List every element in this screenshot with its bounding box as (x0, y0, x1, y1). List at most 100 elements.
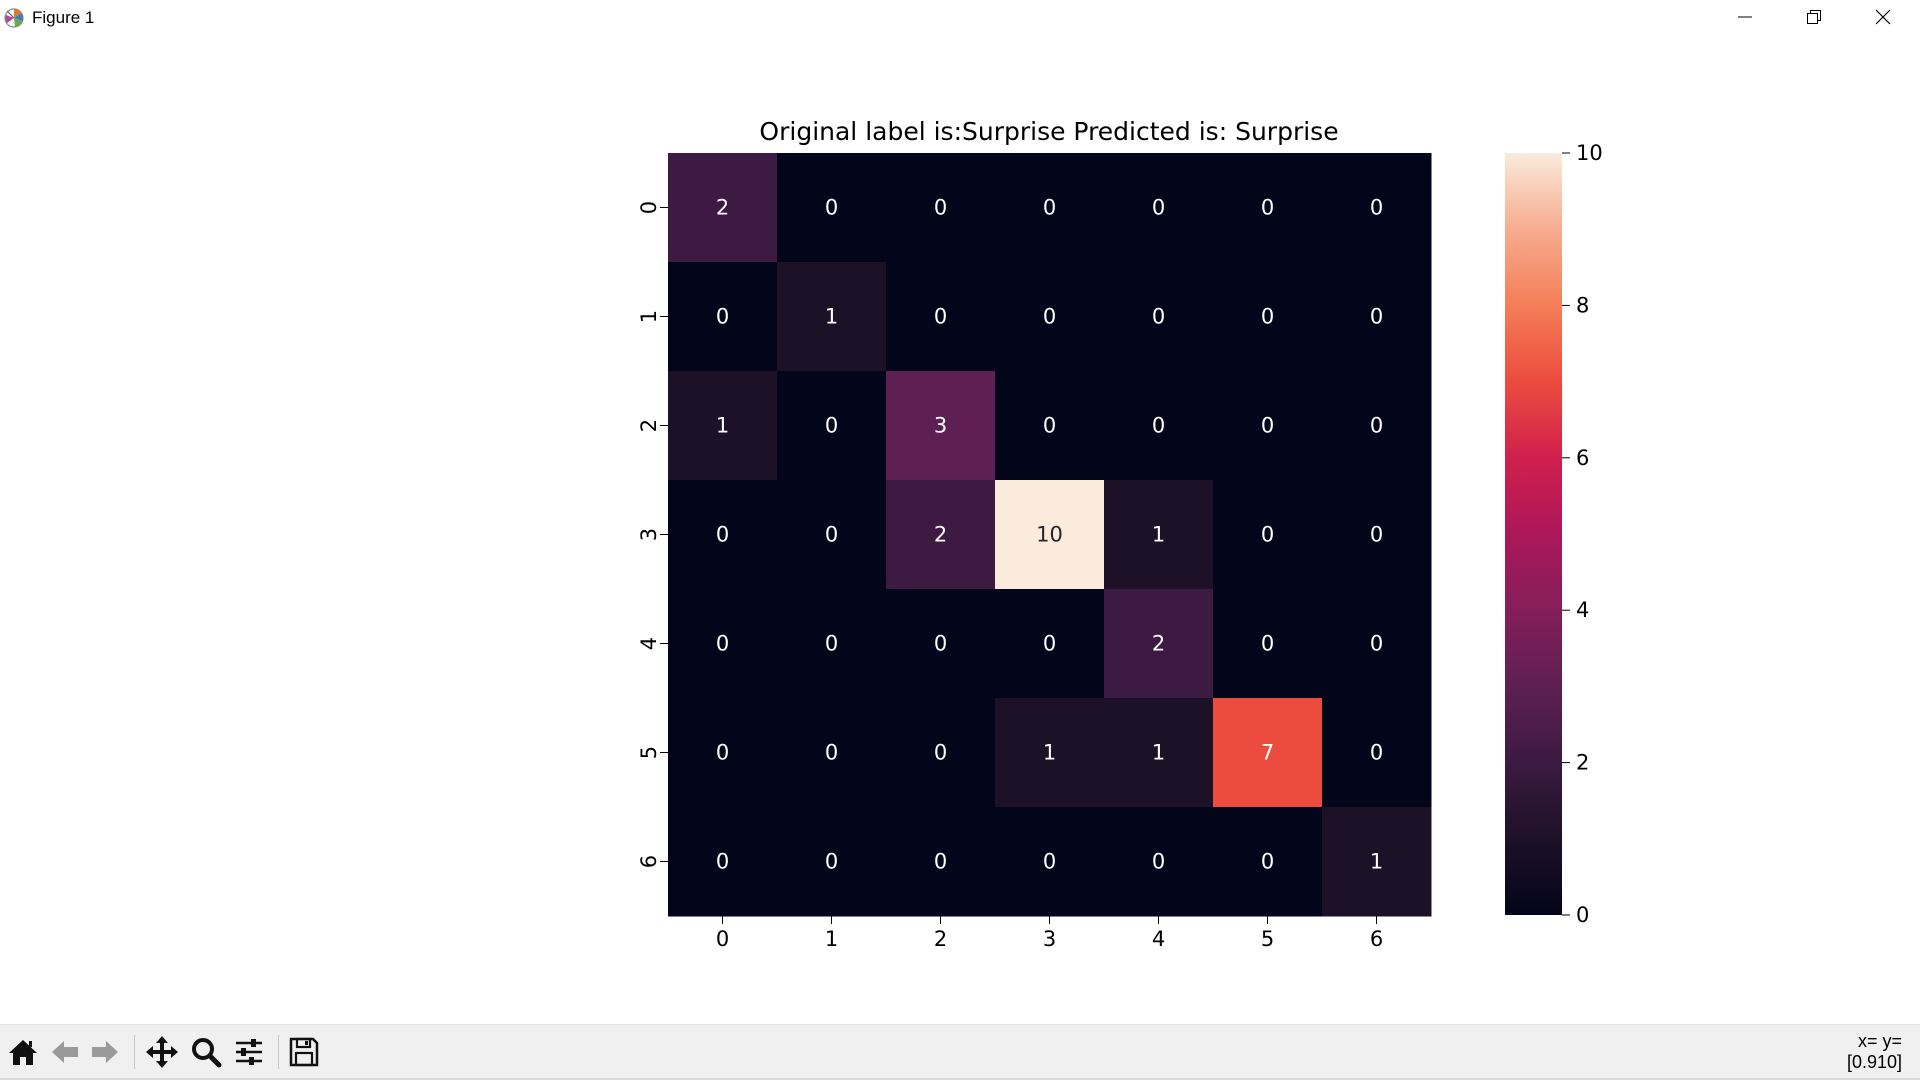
zoom-button[interactable] (187, 1033, 225, 1071)
cell-annotation: 0 (1043, 850, 1056, 874)
colorbar-tick-label: 0 (1576, 903, 1589, 927)
heatmap-cell (886, 480, 996, 590)
heatmap-cell (886, 371, 996, 481)
heatmap-cell (777, 371, 887, 481)
cell-annotation: 10 (1036, 523, 1063, 547)
heatmap-cell (1322, 589, 1432, 699)
cell-annotation: 0 (825, 196, 838, 220)
forward-arrow-icon (92, 1041, 118, 1063)
cell-annotation: 0 (1043, 196, 1056, 220)
y-tick-label: 6 (637, 855, 661, 868)
heatmap-cell (1322, 480, 1432, 590)
cell-annotation: 0 (1261, 414, 1274, 438)
heatmap-cell (668, 480, 778, 590)
cell-annotation: 0 (1370, 305, 1383, 329)
heatmap-cell (777, 262, 887, 372)
forward-button[interactable] (86, 1033, 124, 1071)
x-tick-label: 2 (934, 927, 947, 951)
heatmap-cell (1213, 807, 1323, 917)
colorbar-tick-label: 10 (1576, 141, 1603, 165)
cell-annotation: 0 (825, 850, 838, 874)
cell-annotation: 0 (825, 632, 838, 656)
floppy-disk-icon (289, 1037, 319, 1067)
heatmap-cell (777, 807, 887, 917)
x-tick-label: 0 (716, 927, 729, 951)
heatmap-cell (1104, 589, 1214, 699)
heatmap-cell (1104, 262, 1214, 372)
back-arrow-icon (52, 1041, 78, 1063)
cell-annotation: 1 (1152, 741, 1165, 765)
cell-annotation: 0 (1261, 632, 1274, 656)
heatmap-cell (1322, 371, 1432, 481)
coordinate-readout-xy: x= y= (1857, 1031, 1902, 1051)
cell-annotation: 0 (1370, 632, 1383, 656)
close-icon (1875, 9, 1891, 25)
cell-annotation: 0 (1370, 523, 1383, 547)
figure-canvas[interactable]: Original label is:Surprise Predicted is:… (0, 36, 1920, 1024)
x-tick-label: 4 (1152, 927, 1165, 951)
cell-annotation: 0 (934, 850, 947, 874)
cell-annotation: 2 (716, 196, 729, 220)
home-button[interactable] (4, 1033, 42, 1071)
toolbar-separator (134, 1035, 135, 1069)
colorbar-tick-label: 6 (1576, 446, 1589, 470)
cell-annotation: 0 (934, 305, 947, 329)
heatmap-cell (668, 153, 778, 263)
heatmap-cell (1104, 807, 1214, 917)
heatmap-cell (1104, 698, 1214, 808)
heatmap-cell (668, 262, 778, 372)
cell-annotation: 3 (934, 414, 947, 438)
cell-annotation: 2 (1152, 632, 1165, 656)
colorbar-tick-label: 8 (1576, 293, 1589, 317)
heatmap-cell (995, 807, 1105, 917)
y-tick-label: 1 (637, 310, 661, 323)
heatmap-cell (1104, 480, 1214, 590)
cell-annotation: 0 (1261, 850, 1274, 874)
toolbar-separator (278, 1035, 279, 1069)
cell-annotation: 0 (825, 414, 838, 438)
cell-annotation: 0 (716, 523, 729, 547)
pan-button[interactable] (143, 1033, 181, 1071)
heatmap-cell (668, 371, 778, 481)
x-tick-label: 3 (1043, 927, 1056, 951)
heatmap-cell (777, 698, 887, 808)
x-axis-ticks: 0 1 2 3 4 5 6 (716, 916, 1383, 951)
restore-button[interactable] (1779, 0, 1849, 34)
configure-subplots-button[interactable] (230, 1033, 268, 1071)
heatmap-cell (1322, 262, 1432, 372)
cell-annotation: 0 (825, 523, 838, 547)
cell-annotation: 0 (1261, 305, 1274, 329)
colorbar-gradient (1505, 153, 1562, 915)
heatmap-cell (777, 589, 887, 699)
cell-annotation: 0 (1370, 196, 1383, 220)
heatmap-cell (886, 698, 996, 808)
heatmap-cell (1213, 371, 1323, 481)
heatmap-cell (1104, 371, 1214, 481)
close-button[interactable] (1848, 0, 1918, 34)
home-icon (9, 1040, 37, 1065)
cell-annotation: 0 (1152, 196, 1165, 220)
restore-icon (1807, 10, 1821, 24)
heatmap-chart: Original label is:Surprise Predicted is:… (637, 117, 1603, 951)
y-tick-label: 5 (637, 746, 661, 759)
cell-annotation: 2 (934, 523, 947, 547)
heatmap-cell (668, 807, 778, 917)
back-button[interactable] (46, 1033, 84, 1071)
save-button[interactable] (285, 1033, 323, 1071)
y-tick-label: 3 (637, 528, 661, 541)
cell-annotation: 0 (1043, 632, 1056, 656)
minimize-button[interactable] (1710, 0, 1780, 34)
x-tick-label: 1 (825, 927, 838, 951)
y-tick-label: 0 (637, 201, 661, 214)
colorbar-ticks: 0 2 4 6 8 10 (1562, 141, 1603, 927)
heatmap-cell (1213, 480, 1323, 590)
heatmap-cell (995, 698, 1105, 808)
heatmap-cells: 2 0 0 0 0 0 00 1 0 0 0 0 01 0 3 0 0 0 00 0 2 10 1 0 00 0 0 0 2 0 00 0 0 1… (668, 153, 1432, 917)
y-tick-label: 2 (637, 419, 661, 432)
cell-annotation: 0 (934, 741, 947, 765)
heatmap-cell (995, 371, 1105, 481)
x-tick-label: 6 (1370, 927, 1383, 951)
y-axis-ticks: 0 1 2 3 4 5 6 (637, 201, 668, 868)
cell-annotation: 1 (1370, 850, 1383, 874)
